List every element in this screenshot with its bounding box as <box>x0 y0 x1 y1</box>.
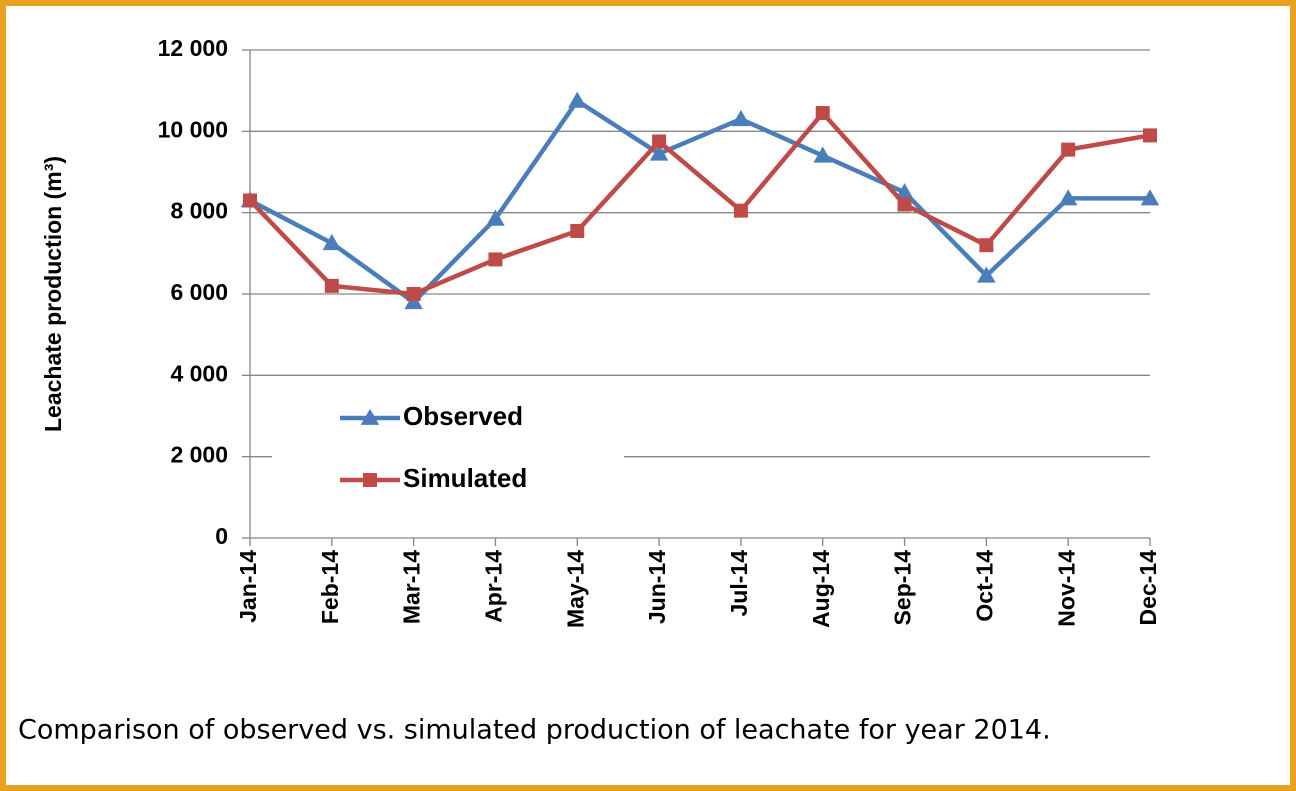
data-point <box>324 278 339 293</box>
x-tick-label: Jun-14 <box>644 550 670 624</box>
data-point <box>815 106 830 121</box>
data-point <box>568 91 587 108</box>
y-axis-label: Leachate production (m³) <box>40 156 66 432</box>
y-tick-label: 0 <box>215 523 228 549</box>
y-tick-label: 6 000 <box>170 279 228 305</box>
legend-background <box>272 388 624 508</box>
data-point <box>488 252 503 267</box>
legend-swatch-marker <box>363 473 377 487</box>
data-point <box>1058 189 1078 206</box>
data-point <box>813 146 832 163</box>
data-point <box>731 109 751 127</box>
x-tick-label: Oct-14 <box>971 550 997 622</box>
data-point <box>322 233 342 251</box>
data-point <box>486 209 505 226</box>
x-tick-label: Mar-14 <box>399 550 425 624</box>
x-tick-label: May-14 <box>562 550 588 628</box>
y-tick-label: 8 000 <box>170 198 228 224</box>
data-point <box>570 223 585 238</box>
x-tick-label: Jul-14 <box>726 550 752 617</box>
data-point <box>1061 142 1076 157</box>
x-tick-label: Nov-14 <box>1053 550 1079 627</box>
y-tick-label: 4 000 <box>170 360 228 386</box>
data-point <box>243 193 257 208</box>
x-tick-label: Aug-14 <box>808 550 834 628</box>
x-tick-label: Jan-14 <box>235 550 261 623</box>
data-point <box>652 134 667 149</box>
x-tick-label: Feb-14 <box>317 550 343 624</box>
data-point <box>1143 128 1157 143</box>
y-tick-label: 12 000 <box>158 35 228 61</box>
legend-label: Simulated <box>403 463 527 493</box>
data-point <box>895 183 914 200</box>
x-tick-label: Sep-14 <box>890 550 916 626</box>
data-point <box>977 266 996 283</box>
y-tick-label: 10 000 <box>158 116 228 142</box>
legend-swatch-marker <box>360 408 380 425</box>
x-tick-label: Dec-14 <box>1135 550 1161 626</box>
data-point <box>406 287 421 301</box>
data-point <box>1140 189 1160 206</box>
data-point <box>979 238 994 253</box>
data-point <box>897 197 912 212</box>
data-point <box>733 203 748 218</box>
x-tick-label: Apr-14 <box>481 550 507 623</box>
data-point <box>649 144 669 161</box>
legend-label: Observed <box>403 401 523 431</box>
y-tick-label: 2 000 <box>170 442 228 468</box>
series-line <box>248 110 1151 297</box>
caption: Comparison of observed vs. simulated pro… <box>18 715 1051 746</box>
